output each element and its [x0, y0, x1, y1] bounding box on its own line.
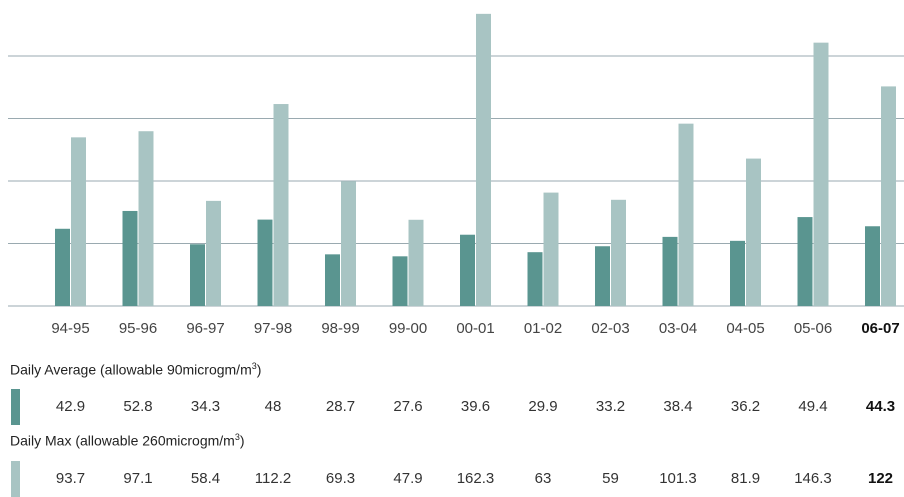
- daily-max-value-95-96: 97.1: [123, 470, 153, 487]
- daily-max-value-01-02: 63: [534, 470, 552, 487]
- daily-average-title-text: Daily Average (allowable 90microgm/m: [10, 361, 252, 378]
- bar-chart: 94-95 95-96 96-97 97-98 98-99 99-00 00-01 01-02…: [8, 13, 904, 337]
- daily-max-value-02-03: 59: [602, 470, 619, 487]
- daily-average-value-06-07: 44.3: [865, 398, 896, 415]
- bar-daily-max-03-04: [678, 123, 694, 306]
- category-label-05-06: 05-06: [794, 320, 832, 337]
- daily-max-title-close: ): [239, 432, 245, 449]
- bar-daily-max-96-97: [206, 200, 221, 306]
- bar-daily-max-94-95: [71, 137, 86, 306]
- bar-daily-max-97-98: [273, 104, 289, 306]
- bar-daily-average-04-05: [730, 240, 745, 306]
- daily-average-swatch: [11, 389, 20, 425]
- bar-daily-max-98-99: [341, 181, 356, 306]
- category-label-00-01: 00-01: [456, 320, 494, 337]
- category-label-99-00: 99-00: [389, 320, 427, 337]
- daily-average-value-98-99: 28.7: [325, 398, 356, 415]
- bar-daily-average-06-07: [865, 226, 880, 306]
- daily-max-value-04-05: 81.9: [730, 470, 761, 487]
- bar-daily-max-99-00: [408, 219, 424, 306]
- category-label-96-97: 96-97: [186, 320, 224, 337]
- bar-daily-average-05-06: [797, 217, 813, 306]
- category-label-06-07: 06-07: [861, 320, 899, 337]
- bar-daily-max-01-02: [543, 192, 559, 306]
- daily-average-value-00-01: 39.6: [460, 398, 491, 415]
- bar-daily-average-03-04: [662, 236, 678, 306]
- bar-daily-max-95-96: [138, 131, 154, 306]
- category-label-94-95: 94-95: [51, 320, 89, 337]
- daily-average-value-96-97: 34.3: [190, 398, 221, 415]
- bar-daily-max-06-07: [881, 86, 896, 307]
- daily-max-value-97-98: 112.2: [254, 470, 292, 487]
- daily-average-value-04-05: 36.2: [730, 398, 761, 415]
- category-label-97-98: 97-98: [254, 320, 292, 337]
- category-label-95-96: 95-96: [119, 320, 157, 337]
- daily-average-value-97-98: 48: [264, 398, 282, 415]
- daily-max-value-94-95: 93.7: [55, 470, 86, 487]
- daily-average-value-95-96: 52.8: [123, 398, 153, 415]
- daily-average-title-sup: 3: [251, 361, 257, 371]
- category-label-01-02: 01-02: [524, 320, 562, 337]
- daily-average-title: Daily Average (allowable 90microgm/m3): [10, 361, 261, 378]
- bar-daily-max-00-01: [476, 13, 491, 307]
- daily-max-value-03-04: 101.3: [659, 470, 697, 487]
- daily-average-value-02-03: 33.2: [595, 398, 626, 415]
- bar-daily-average-99-00: [392, 256, 408, 306]
- bar-daily-average-96-97: [190, 244, 205, 306]
- bar-daily-average-97-98: [257, 219, 273, 306]
- category-label-02-03: 02-03: [591, 320, 629, 337]
- daily-average-value-94-95: 42.9: [55, 398, 86, 415]
- daily-max-value-99-00: 47.9: [393, 470, 423, 487]
- daily-average-value-01-02: 29.9: [528, 398, 558, 415]
- category-label-98-99: 98-99: [321, 320, 359, 337]
- daily-max-value-00-01: 162.3: [456, 470, 495, 487]
- bar-daily-max-04-05: [746, 158, 761, 306]
- daily-max-value-06-07: 122: [867, 470, 894, 487]
- daily-average-value-99-00: 27.6: [393, 398, 423, 415]
- bar-daily-average-95-96: [122, 210, 138, 306]
- bar-daily-average-01-02: [527, 252, 543, 306]
- daily-average-title-close: ): [256, 361, 262, 378]
- bar-daily-average-00-01: [460, 234, 475, 306]
- bar-daily-max-05-06: [813, 42, 829, 306]
- daily-max-value-96-97: 58.4: [190, 470, 221, 487]
- category-label-04-05: 04-05: [726, 320, 764, 337]
- bar-daily-average-02-03: [595, 246, 610, 306]
- daily-max-title: Daily Max (allowable 260microgm/m3): [10, 432, 245, 449]
- bar-daily-average-94-95: [55, 228, 70, 306]
- category-label-03-04: 03-04: [659, 320, 697, 337]
- bar-daily-average-98-99: [325, 254, 340, 306]
- daily-max-value-05-06: 146.3: [794, 470, 832, 487]
- daily-max-value-98-99: 69.3: [325, 470, 356, 487]
- daily-max-title-text: Daily Max (allowable 260microgm/m: [10, 432, 235, 449]
- bar-daily-max-02-03: [611, 199, 626, 306]
- daily-max-swatch: [11, 461, 20, 497]
- daily-max-title-sup: 3: [234, 432, 240, 442]
- daily-average-value-03-04: 38.4: [663, 398, 693, 415]
- daily-average-value-05-06: 49.4: [798, 398, 828, 415]
